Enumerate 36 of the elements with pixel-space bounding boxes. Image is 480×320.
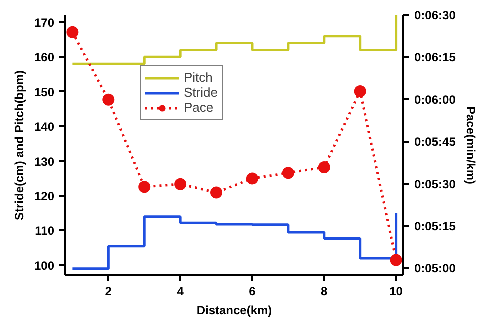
point [246,172,258,185]
x-tick-label: 2 [105,284,112,298]
y2-tick-label: 0:05:00 [414,262,456,276]
point [66,26,79,38]
legend-label: Pace [184,100,214,115]
y2-tick-label: 0:05:30 [414,177,456,192]
y2-tick-label: 0:06:00 [414,92,456,107]
x-tick-label: 10 [390,284,404,298]
legend-label: Stride [184,85,218,100]
y-tick-label: 110 [35,224,55,238]
y-axis-title: Stride(cm) and Pitch(bpm) [12,70,26,221]
point [318,161,330,174]
y-tick-label: 160 [34,50,55,65]
y2-tick-label: 0:05:15 [414,220,456,234]
point [210,186,223,199]
legend-label: Pitch [184,70,213,85]
x-axis-title: Distance(km) [196,304,272,318]
y-tick-label: 120 [34,190,55,204]
y-tick-label: 100 [34,258,55,273]
point [354,85,366,98]
y2-axis-title: Pace(min/km) [464,106,478,185]
y2-tick-label: 0:06:30 [414,8,456,22]
y-tick-label: 130 [34,154,55,169]
point [138,181,151,194]
x-tick-label: 8 [321,284,328,298]
x-tick-label: 4 [177,284,184,298]
y-tick-label: 150 [34,85,55,100]
x-tick-label: 6 [249,284,256,298]
y2-tick-label: 0:05:45 [414,135,456,150]
point [390,254,402,266]
y-tick-label: 140 [34,120,55,134]
point [282,167,294,180]
point [174,178,187,190]
y-tick-label: 170 [34,16,55,30]
y2-tick-label: 0:06:15 [414,50,456,65]
point [102,94,115,106]
